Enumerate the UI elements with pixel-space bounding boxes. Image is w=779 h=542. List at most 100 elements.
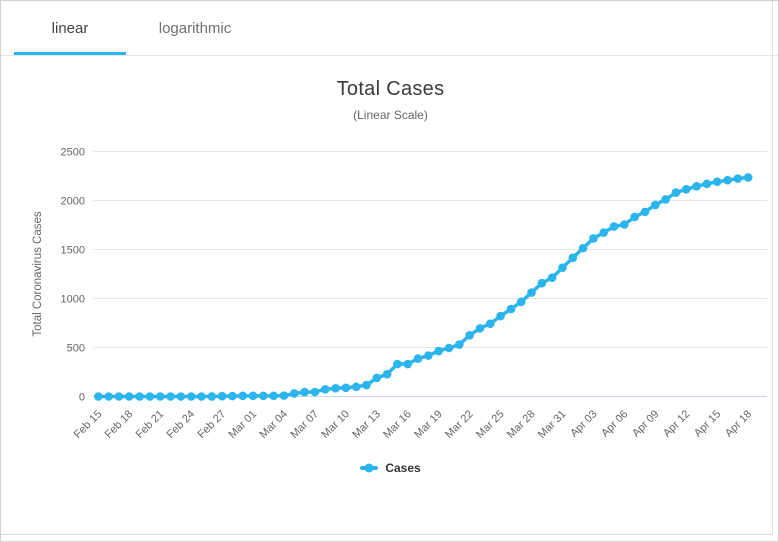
- data-point: [506, 304, 516, 314]
- data-point: [259, 391, 268, 401]
- data-point: [320, 385, 330, 394]
- data-point: [434, 346, 443, 356]
- x-tick-label: Mar 19: [412, 408, 445, 441]
- data-point: [723, 175, 732, 185]
- data-point: [269, 391, 278, 401]
- data-point: [114, 392, 124, 401]
- data-point: [496, 311, 505, 321]
- data-point: [217, 391, 227, 401]
- data-point: [578, 243, 588, 253]
- x-tick-label: Apr 09: [630, 408, 661, 439]
- x-tick-label: Mar 13: [350, 408, 383, 441]
- data-point: [444, 343, 454, 353]
- data-point: [135, 392, 144, 401]
- data-point: [393, 359, 402, 369]
- legend: Cases: [1, 461, 779, 475]
- data-point: [279, 391, 289, 400]
- data-point: [558, 263, 567, 273]
- tab-logarithmic[interactable]: logarithmic: [158, 19, 232, 37]
- data-point: [289, 389, 299, 398]
- data-point: [537, 278, 547, 288]
- data-point: [94, 392, 103, 401]
- data-point: [485, 319, 495, 328]
- data-point: [568, 253, 578, 263]
- x-tick-label: Mar 01: [226, 408, 259, 441]
- legend-item-cases[interactable]: Cases: [360, 461, 421, 475]
- data-point: [310, 387, 320, 397]
- data-point: [362, 380, 371, 390]
- data-point: [238, 391, 248, 401]
- data-point: [465, 331, 474, 340]
- data-point: [527, 288, 536, 297]
- data-point: [589, 234, 598, 243]
- tab-linear[interactable]: linear: [14, 1, 126, 55]
- x-tick-label: Apr 06: [599, 408, 630, 439]
- data-point: [382, 369, 392, 379]
- x-tick-label: Mar 28: [505, 408, 538, 441]
- x-tick-label: Mar 31: [536, 408, 569, 441]
- data-point: [640, 207, 650, 217]
- y-tick-label: 2000: [61, 196, 85, 208]
- x-tick-label: Feb 24: [165, 408, 198, 441]
- scale-tabs: linear logarithmic: [1, 1, 778, 56]
- data-point: [403, 359, 413, 369]
- data-point: [702, 179, 712, 189]
- y-tick-label: 1500: [61, 245, 85, 257]
- data-point: [341, 383, 351, 393]
- x-tick-label: Mar 25: [474, 408, 507, 441]
- data-point: [207, 392, 217, 401]
- x-tick-label: Mar 07: [288, 408, 321, 441]
- data-point: [733, 174, 743, 183]
- data-point: [620, 220, 629, 229]
- data-point: [424, 351, 433, 360]
- data-point: [197, 392, 206, 401]
- x-tick-label: Feb 27: [195, 408, 228, 441]
- data-point: [186, 392, 196, 401]
- data-point: [300, 387, 309, 397]
- legend-label: Cases: [385, 461, 421, 475]
- x-tick-label: Mar 10: [319, 408, 352, 441]
- x-tick-label: Feb 21: [134, 408, 167, 441]
- data-point: [609, 222, 619, 231]
- data-point: [155, 392, 165, 401]
- cases-series[interactable]: [94, 173, 753, 401]
- data-point: [661, 195, 670, 204]
- y-tick-label: 0: [79, 392, 85, 404]
- y-tick-label: 2500: [61, 147, 85, 159]
- cases-series-marker-icon: [360, 466, 379, 470]
- data-point: [630, 212, 639, 222]
- y-tick-label: 500: [67, 343, 85, 355]
- x-tick-label: Apr 18: [723, 408, 754, 439]
- data-point: [455, 340, 464, 349]
- data-point: [331, 383, 340, 393]
- data-point: [599, 228, 609, 237]
- data-point: [692, 181, 701, 191]
- chart-area: Total Cases (Linear Scale) 0 500 1000 1500 2…: [1, 56, 779, 534]
- data-point: [351, 382, 361, 392]
- data-point: [413, 354, 423, 363]
- chart-subtitle: (Linear Scale): [353, 108, 428, 122]
- data-point: [743, 173, 753, 182]
- data-point: [712, 177, 722, 186]
- data-point: [547, 273, 557, 283]
- data-point: [681, 185, 691, 194]
- y-axis-title: Total Coronavirus Cases: [32, 211, 44, 337]
- x-tick-label: Mar 16: [381, 408, 414, 441]
- x-tick-label: Apr 15: [692, 408, 723, 439]
- chart-title: Total Cases: [336, 78, 445, 100]
- data-point: [372, 373, 382, 383]
- x-tick-label: Feb 18: [103, 408, 136, 441]
- x-tick-label: Feb 15: [72, 408, 105, 441]
- data-point: [651, 200, 660, 210]
- data-point: [166, 392, 175, 401]
- data-point: [145, 392, 155, 401]
- x-tick-label: Mar 04: [257, 408, 290, 441]
- x-tick-label: Apr 03: [568, 408, 599, 439]
- data-point: [228, 391, 237, 401]
- data-point: [104, 392, 113, 401]
- data-point: [671, 188, 681, 197]
- y-tick-label: 1000: [61, 294, 85, 306]
- x-tick-label: Mar 22: [443, 408, 476, 441]
- data-point: [475, 324, 485, 333]
- data-point: [124, 392, 134, 401]
